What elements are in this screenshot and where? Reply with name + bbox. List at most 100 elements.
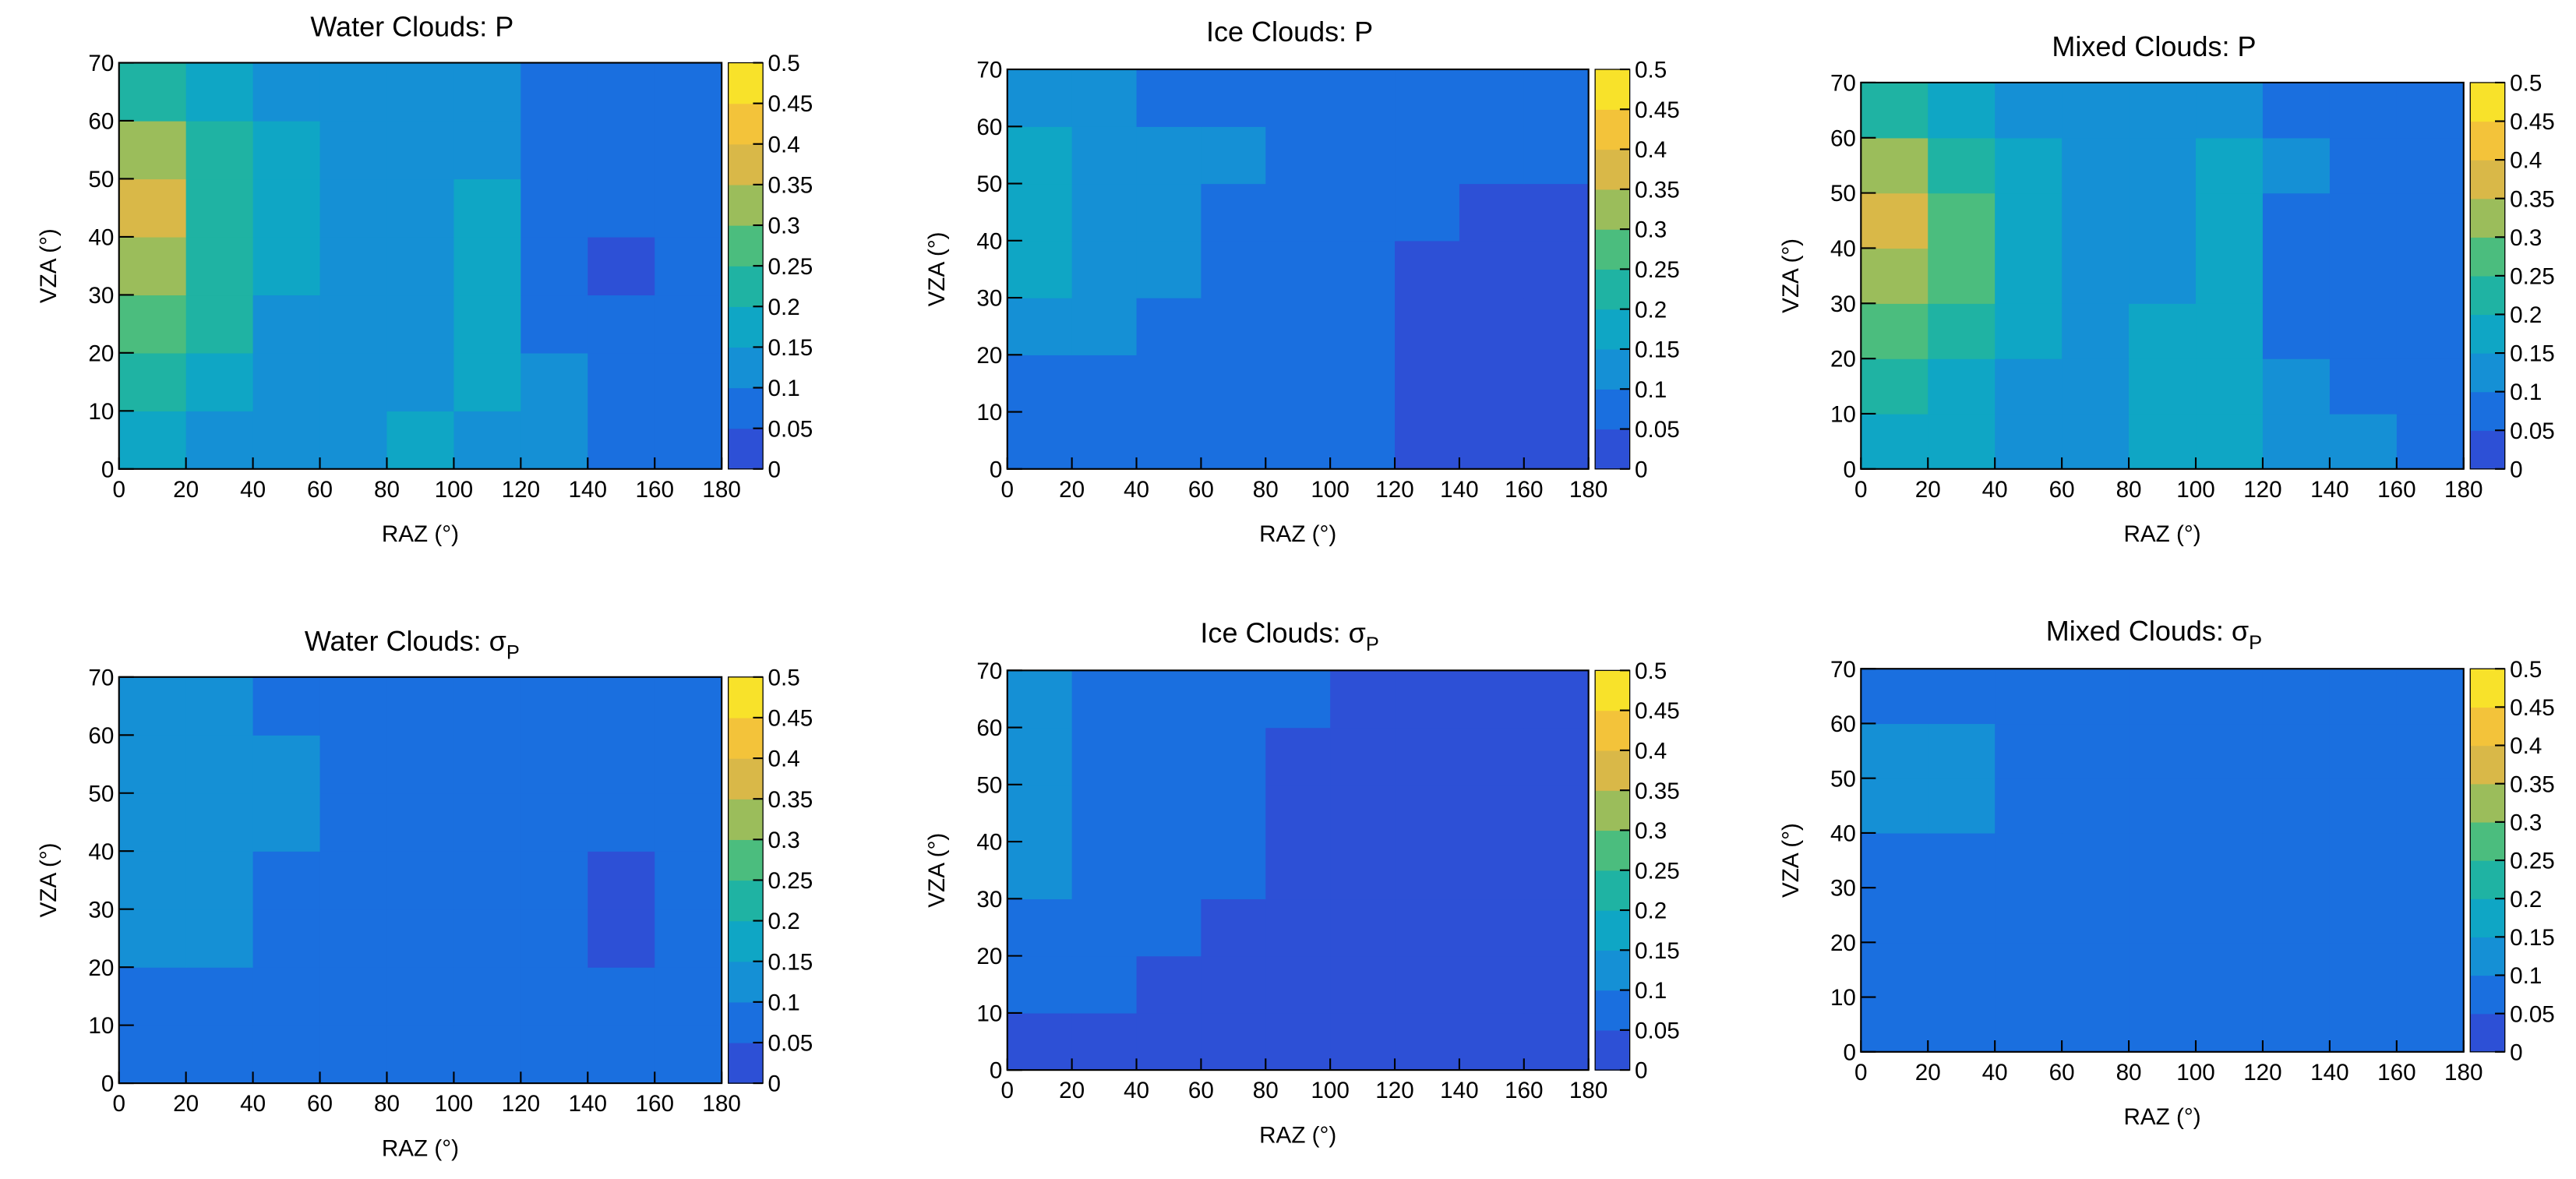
heatmap-cell [386, 851, 455, 910]
colorbar-band [1595, 389, 1630, 430]
colorbar-tick-label: 0.5 [768, 51, 800, 76]
heatmap-cell [2396, 413, 2465, 470]
heatmap-cell [1265, 842, 1331, 900]
heatmap-cell [2062, 997, 2130, 1053]
heatmap-cell [453, 62, 521, 122]
heatmap-cell [1007, 411, 1073, 470]
heatmap-cell [520, 178, 588, 238]
heatmap-cell [386, 1025, 455, 1084]
panel: 0 20 40 60 80 100 120 140 160 180 0 10 20 30 40 50 60 70 R… [1778, 615, 2555, 1130]
heatmap-cell [520, 352, 588, 411]
heatmap-cell [588, 967, 655, 1026]
panel: 0 20 40 60 80 100 120 140 160 180 0 10 20 30 40 50 60 70 R… [36, 11, 813, 547]
heatmap-cell [588, 352, 655, 411]
heatmap-cell [1330, 842, 1396, 900]
x-tick-label: 20 [173, 1091, 199, 1117]
x-tick-label: 180 [2444, 1060, 2482, 1085]
y-axis-label: VZA (°) [924, 231, 950, 306]
colorbar-band [1595, 309, 1630, 350]
heatmap-cell [1395, 955, 1460, 1014]
heatmap-cell [1330, 898, 1396, 957]
heatmap-cell [2129, 888, 2197, 944]
plot-frame [1006, 68, 1590, 470]
y-tick-label: 50 [1830, 766, 1856, 792]
colorbar-band [2470, 860, 2505, 899]
heatmap-cell [588, 1025, 655, 1084]
heatmap-cell [453, 967, 521, 1026]
x-tick-label: 40 [240, 1091, 266, 1117]
colorbar-band [1595, 1029, 1630, 1071]
heatmap-cell [386, 411, 455, 470]
x-axis-label: RAZ (°) [2123, 521, 2200, 547]
heatmap-cell [1523, 842, 1590, 900]
heatmap-cell [1071, 355, 1138, 413]
x-tick-label: 180 [702, 1091, 740, 1117]
heatmap-cell [655, 411, 722, 470]
title-text: Ice Clouds: σ [1200, 616, 1365, 648]
heatmap-cell [1523, 411, 1590, 470]
colorbar-band [728, 306, 764, 348]
heatmap-cell [386, 792, 455, 852]
heatmap-cell [453, 676, 521, 736]
heatmap-cell [1201, 842, 1266, 900]
heatmap-cell [1928, 997, 1996, 1053]
colorbar-tick-label: 0.5 [2510, 71, 2542, 97]
heatmap-cell [1265, 298, 1331, 355]
title-text: Water Clouds: P [310, 11, 513, 43]
heatmap-cell [1928, 82, 1996, 139]
y-tick-label: 50 [88, 781, 114, 807]
heatmap-cell [118, 676, 187, 736]
heatmap-cell [2062, 137, 2130, 194]
y-tick-label: 70 [88, 51, 114, 76]
heatmap-cell [2329, 192, 2398, 249]
heatmap-cell [1995, 669, 2063, 725]
colorbar-tick-label: 0.05 [1635, 417, 1680, 443]
heatmap-cell [252, 236, 321, 296]
heatmap-cell [588, 909, 655, 968]
heatmap-cell [1861, 248, 1928, 304]
heatmap-cell [2262, 192, 2331, 249]
heatmap-cell [1201, 298, 1266, 355]
heatmap-cell [588, 236, 655, 296]
heatmap-cell [520, 411, 588, 470]
heatmap-cell [2329, 413, 2398, 470]
heatmap-cell [453, 411, 521, 470]
heatmap-cell [2396, 192, 2465, 249]
heatmap-cell [588, 411, 655, 470]
heatmap-cell [1928, 669, 1996, 725]
heatmap-cell [1523, 784, 1590, 842]
y-tick-label: 40 [976, 228, 1002, 254]
colorbar-tick-label: 0.1 [768, 376, 800, 401]
heatmap-cell [1136, 1012, 1202, 1071]
colorbar-band [2470, 391, 2505, 431]
colorbar-tick-label: 0.4 [2510, 148, 2542, 174]
heatmap-cell [2129, 997, 2197, 1053]
heatmap-cell [2129, 669, 2197, 725]
panel: 0 20 40 60 80 100 120 140 160 180 0 10 20 30 40 50 60 70 R… [924, 16, 1679, 547]
heatmap-cell [185, 792, 254, 852]
x-tick-label: 160 [2377, 477, 2415, 503]
heatmap-cell [2396, 669, 2465, 725]
heatmap-cell [1071, 298, 1138, 355]
x-tick-label: 40 [1124, 1078, 1149, 1103]
heatmap-cell [1928, 248, 1996, 304]
heatmap-cell [453, 295, 521, 354]
heatmap-cell [1459, 411, 1525, 470]
heatmap-cell [1071, 1012, 1138, 1071]
y-tick-label: 30 [976, 887, 1002, 912]
heatmap-cell [520, 792, 588, 852]
heatmap-cell [1861, 832, 1928, 888]
heatmap-cell [2196, 303, 2264, 359]
x-tick-label: 100 [1311, 1078, 1349, 1103]
chart-title: Water Clouds: P [310, 11, 513, 43]
heatmap-cell [1330, 126, 1396, 185]
heatmap-cell [2196, 942, 2264, 998]
heatmap-cell [2062, 303, 2130, 359]
heatmap-cell [1071, 670, 1138, 729]
colorbar-band [728, 839, 764, 881]
heatmap-cell [2262, 997, 2331, 1053]
plot-frame [1006, 669, 1590, 1071]
heatmap-cell [2196, 137, 2264, 194]
heatmap-cell [1395, 355, 1460, 413]
colorbar-band [728, 961, 764, 1003]
